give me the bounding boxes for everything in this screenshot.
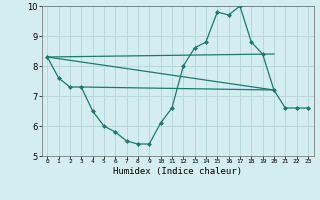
X-axis label: Humidex (Indice chaleur): Humidex (Indice chaleur) bbox=[113, 167, 242, 176]
